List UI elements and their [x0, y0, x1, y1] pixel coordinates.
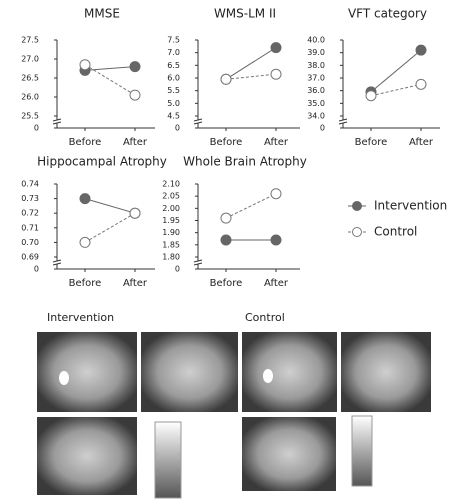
y-tick-label: 5.5: [167, 86, 180, 95]
brain-image: [37, 332, 137, 412]
x-tick-label: After: [123, 137, 148, 148]
y-tick-label: 0.70: [21, 238, 39, 247]
y-tick-label: 1.90: [162, 228, 180, 237]
x-tick-label: After: [123, 278, 148, 289]
y-tick-label: 0.71: [21, 223, 39, 232]
data-point: [221, 74, 231, 84]
y-tick-label: 0.73: [21, 194, 39, 203]
series-line: [226, 194, 276, 218]
y-tick-label: 0: [175, 265, 180, 274]
y-tick-label: 0: [175, 124, 180, 133]
y-tick-label: 2.10: [162, 180, 180, 189]
y-tick-label: 34.0: [307, 112, 325, 121]
chart-title: Hippocampal Atrophy: [37, 155, 167, 169]
data-point: [80, 237, 90, 247]
brain-image: [242, 417, 336, 491]
x-tick-label: Before: [69, 278, 102, 289]
chart-title: WMS-LM II: [214, 7, 276, 21]
colorbar: [352, 416, 372, 486]
x-tick-label: Before: [210, 137, 243, 148]
y-tick-label: 27.5: [21, 36, 39, 45]
y-tick-label: 7.5: [167, 36, 180, 45]
data-point: [221, 235, 231, 245]
data-point: [271, 43, 281, 53]
y-tick-label: 1.95: [162, 216, 180, 225]
brain-image: [242, 332, 337, 412]
y-tick-label: 0: [320, 124, 325, 133]
legend-label: Control: [374, 225, 417, 239]
y-tick-label: 26.5: [21, 74, 39, 83]
x-tick-label: Before: [210, 278, 243, 289]
y-tick-label: 7.0: [167, 48, 180, 57]
x-tick-label: After: [264, 137, 289, 148]
y-tick-label: 26.0: [21, 93, 39, 102]
data-point: [271, 69, 281, 79]
colorbar: [155, 422, 181, 498]
highlight: [263, 369, 273, 383]
data-point: [271, 235, 281, 245]
x-tick-label: After: [409, 137, 434, 148]
y-tick-label: 0: [34, 265, 39, 274]
data-point: [366, 91, 376, 101]
y-tick-label: 1.85: [162, 240, 180, 249]
legend-label: Intervention: [374, 199, 447, 213]
series-line: [85, 65, 135, 95]
data-point: [130, 62, 140, 72]
brain-images: Intervention Control: [37, 311, 431, 498]
chart-title: Whole Brain Atrophy: [183, 155, 307, 169]
image-label: Intervention: [47, 311, 114, 324]
y-tick-label: 27.0: [21, 55, 39, 64]
y-tick-label: 5.0: [167, 99, 180, 108]
data-point: [416, 79, 426, 89]
legend-marker: [353, 202, 362, 211]
data-point: [416, 45, 426, 55]
y-tick-label: 0: [34, 124, 39, 133]
y-tick-label: 4.5: [167, 112, 180, 121]
y-tick-label: 36.0: [307, 86, 325, 95]
y-tick-label: 2.00: [162, 204, 180, 213]
series-line: [85, 213, 135, 242]
series-line: [85, 199, 135, 214]
y-tick-label: 40.0: [307, 36, 325, 45]
y-tick-label: 35.0: [307, 99, 325, 108]
chart-title: MMSE: [84, 7, 120, 21]
y-tick-label: 2.05: [162, 192, 180, 201]
data-point: [130, 208, 140, 218]
image-label: Control: [245, 311, 285, 324]
figure: Intervention Control MMSE 0 25.5 26.0 26.5 27…: [0, 0, 451, 504]
highlight: [59, 371, 69, 385]
chart-title: VFT category: [348, 7, 427, 21]
y-tick-label: 37.0: [307, 74, 325, 83]
y-tick-label: 6.0: [167, 74, 180, 83]
series-line: [371, 50, 421, 92]
data-point: [80, 194, 90, 204]
data-point: [130, 90, 140, 100]
data-point: [271, 189, 281, 199]
y-tick-label: 38.0: [307, 61, 325, 70]
y-tick-label: 6.5: [167, 61, 180, 70]
x-tick-label: Before: [69, 137, 102, 148]
x-tick-label: After: [264, 278, 289, 289]
data-point: [221, 213, 231, 223]
brain-image: [37, 417, 137, 495]
y-tick-label: 0.74: [21, 180, 39, 189]
y-tick-label: 0.69: [21, 253, 39, 262]
y-tick-label: 1.80: [162, 253, 180, 262]
y-tick-label: 25.5: [21, 112, 39, 121]
brain-image: [341, 332, 431, 412]
legend-marker: [353, 228, 362, 237]
y-tick-label: 39.0: [307, 48, 325, 57]
series-line: [85, 67, 135, 71]
brain-image: [141, 332, 238, 412]
x-tick-label: Before: [355, 137, 388, 148]
data-point: [80, 60, 90, 70]
y-tick-label: 0.72: [21, 209, 39, 218]
